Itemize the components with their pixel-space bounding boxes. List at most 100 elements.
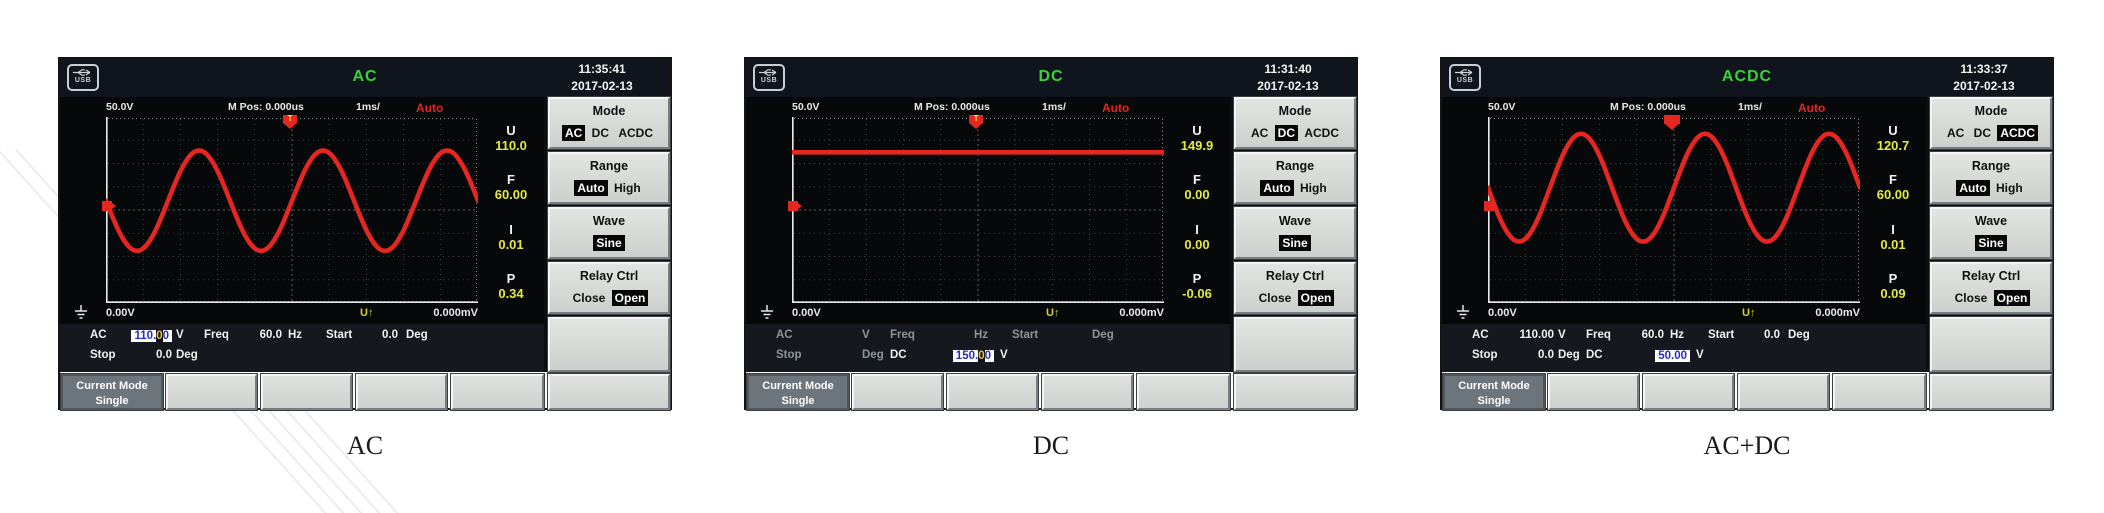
param-label-ac: AC: [776, 329, 793, 341]
ac-voltage-field[interactable]: 110.00: [126, 329, 172, 342]
dc-voltage-field[interactable]: 150.00: [938, 349, 994, 362]
blank-button[interactable]: [1930, 317, 2052, 372]
m-position: M Pos: 0.000us: [914, 101, 990, 113]
mode-option-ac[interactable]: AC: [1250, 126, 1269, 140]
unit-v: V: [1558, 329, 1566, 341]
softkey-blank[interactable]: [1930, 374, 2052, 410]
softkey-blank[interactable]: [1234, 374, 1356, 410]
unit-v: V: [176, 329, 184, 341]
mode-button[interactable]: Mode AC DC ACDC: [548, 97, 670, 149]
relay-title: Relay Ctrl: [579, 269, 639, 283]
softkey-blank[interactable]: [1738, 374, 1829, 410]
softkey-blank[interactable]: [1042, 374, 1133, 410]
range-option-high[interactable]: High: [1996, 181, 2023, 195]
relay-option-close[interactable]: Close: [572, 291, 606, 305]
trigger-marker[interactable]: T: [969, 114, 984, 129]
ground-level: 0.00V: [1488, 307, 1517, 319]
usb-label: USB: [74, 77, 92, 84]
ground-level: 0.00V: [106, 307, 135, 319]
time-display: 11:31:40: [1264, 62, 1312, 76]
trigger-marker[interactable]: T: [283, 114, 298, 129]
relay-option-open[interactable]: Open: [1297, 290, 1335, 306]
unit-hz: Hz: [974, 329, 989, 341]
dc-voltage-field[interactable]: 50.00: [1634, 349, 1690, 362]
mode-option-acdc[interactable]: ACDC: [618, 126, 654, 140]
softkey-blank[interactable]: [1137, 374, 1230, 410]
relay-ctrl-button[interactable]: Relay Ctrl Close Open: [548, 262, 670, 314]
meas-label-p: P: [1888, 270, 1898, 286]
softkey-blank[interactable]: [1643, 374, 1734, 410]
m-position: M Pos: 0.000us: [228, 101, 304, 113]
meas-value-p: 0.34: [498, 285, 524, 301]
current-mode-button[interactable]: Current Mode Single: [747, 374, 849, 410]
wave-option-sine[interactable]: Sine: [1975, 235, 2007, 251]
graticule: T: [788, 114, 1164, 303]
wave-button[interactable]: Wave Sine: [1234, 207, 1356, 259]
current-mode-button[interactable]: Current Mode Single: [1443, 374, 1545, 410]
figure-caption-acdc: AC+DC: [1703, 431, 1791, 460]
blank-button[interactable]: [1234, 317, 1356, 372]
relay-option-open[interactable]: Open: [611, 290, 649, 306]
relay-ctrl-button[interactable]: Relay Ctrl Close Open: [1930, 262, 2052, 314]
param-row-1: AC V Freq Hz Start Deg: [776, 329, 1230, 349]
softkey-blank[interactable]: [1548, 374, 1639, 410]
mode-option-ac[interactable]: AC: [1946, 126, 1965, 140]
mode-button[interactable]: Mode AC DC ACDC: [1930, 97, 2052, 149]
channel-marker[interactable]: [1484, 201, 1498, 212]
scope-bottom-bar: 0.00V U↑ 0.000mV: [746, 303, 1230, 324]
trigger-marker[interactable]: [1664, 115, 1681, 130]
relay-ctrl-button[interactable]: Relay Ctrl Close Open: [1234, 262, 1356, 314]
clock: 11:31:40 2017-02-13: [1222, 61, 1354, 95]
softkey-blank[interactable]: [166, 374, 257, 410]
softkey-blank[interactable]: [548, 374, 670, 410]
range-option-auto[interactable]: Auto: [1956, 180, 1990, 196]
range-button[interactable]: Range Auto High: [1930, 152, 2052, 204]
unit-hz: Hz: [1670, 329, 1685, 341]
range-button[interactable]: Range Auto High: [548, 152, 670, 204]
softkey-blank[interactable]: [261, 374, 352, 410]
range-title: Range: [1275, 159, 1315, 173]
range-option-high[interactable]: High: [1300, 181, 1327, 195]
blank-button[interactable]: [548, 317, 670, 372]
mode-option-ac[interactable]: AC: [561, 125, 586, 141]
channel-marker[interactable]: [788, 201, 802, 212]
relay-option-close[interactable]: Close: [1954, 291, 1988, 305]
mode-option-acdc[interactable]: ACDC: [1304, 126, 1340, 140]
unit-deg: Deg: [862, 349, 884, 361]
meas-label-u: U: [506, 123, 516, 138]
range-option-high[interactable]: High: [614, 181, 641, 195]
range-option-auto[interactable]: Auto: [1260, 180, 1294, 196]
mode-button[interactable]: Mode AC DC ACDC: [1234, 97, 1356, 149]
relay-option-close[interactable]: Close: [1258, 291, 1292, 305]
relay-option-open[interactable]: Open: [1993, 290, 2031, 306]
range-button[interactable]: Range Auto High: [1234, 152, 1356, 204]
current-mode-button[interactable]: Current Mode Single: [61, 374, 163, 410]
wave-button[interactable]: Wave Sine: [548, 207, 670, 259]
time-per-div: 1ms/: [1042, 101, 1066, 113]
softkey-blank[interactable]: [451, 374, 544, 410]
meas-value-u: 120.7: [1876, 138, 1910, 153]
screen-upper-area: USB AC 11:35:41 2017-02-13 50.0V M Pos: …: [60, 59, 670, 372]
screen-upper-area: USB DC 11:31:40 2017-02-13 50.0V M Pos: …: [746, 59, 1356, 372]
meas-value-i: 0.01: [498, 236, 524, 252]
instrument-screen-ac: USB AC 11:35:41 2017-02-13 50.0V M Pos: …: [58, 57, 672, 410]
mode-option-dc[interactable]: DC: [1274, 125, 1298, 141]
range-title: Range: [589, 159, 629, 173]
meas-label-f: F: [1889, 172, 1897, 188]
wave-button[interactable]: Wave Sine: [1930, 207, 2052, 259]
mode-option-dc[interactable]: DC: [591, 126, 609, 140]
acquisition-mode: Auto: [1798, 101, 1826, 115]
wave-option-sine[interactable]: Sine: [593, 235, 625, 251]
softkey-blank[interactable]: [1833, 374, 1926, 410]
mode-option-dc[interactable]: DC: [1973, 126, 1991, 140]
softkey-blank[interactable]: [356, 374, 447, 410]
output-value: 0.000mV: [1119, 307, 1164, 319]
channel-marker[interactable]: [102, 201, 116, 212]
softkey-blank[interactable]: [947, 374, 1038, 410]
wave-option-sine[interactable]: Sine: [1279, 235, 1311, 251]
waveform-plot: [1488, 117, 1860, 303]
softkey-blank[interactable]: [852, 374, 943, 410]
ground-icon: [760, 305, 774, 325]
range-option-auto[interactable]: Auto: [574, 180, 608, 196]
mode-option-acdc[interactable]: ACDC: [1997, 125, 2039, 141]
